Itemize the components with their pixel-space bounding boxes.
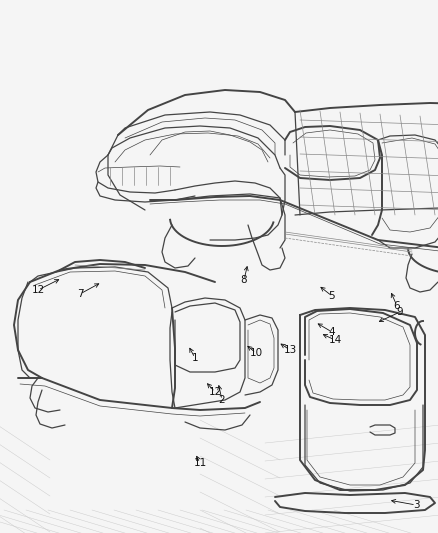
Text: 5: 5 bbox=[328, 291, 335, 301]
Text: 6: 6 bbox=[393, 301, 399, 311]
Text: 2: 2 bbox=[218, 395, 225, 405]
Text: 11: 11 bbox=[193, 458, 206, 468]
Text: 10: 10 bbox=[249, 348, 262, 358]
Text: 3: 3 bbox=[412, 500, 418, 510]
Text: 1: 1 bbox=[191, 353, 198, 363]
Text: 8: 8 bbox=[240, 275, 247, 285]
Text: 7: 7 bbox=[77, 289, 83, 299]
Text: 13: 13 bbox=[283, 345, 296, 355]
Text: 12: 12 bbox=[31, 285, 45, 295]
Text: 14: 14 bbox=[328, 335, 341, 345]
Text: 12: 12 bbox=[208, 387, 221, 397]
Text: 4: 4 bbox=[328, 327, 335, 337]
Text: 9: 9 bbox=[396, 307, 403, 317]
